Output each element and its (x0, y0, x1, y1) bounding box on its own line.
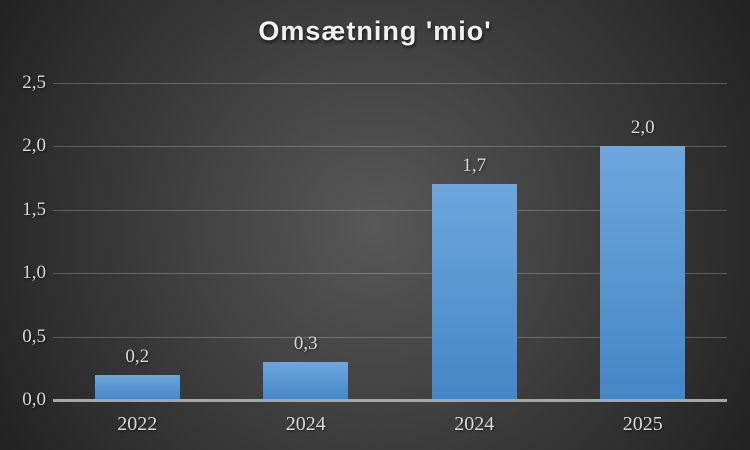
x-axis-tick-label: 2025 (622, 413, 663, 435)
y-axis-tick-label: 1,5 (22, 198, 46, 220)
bar (431, 184, 517, 400)
gridline (53, 273, 727, 275)
bar (94, 374, 180, 400)
x-axis-line (53, 399, 727, 402)
y-axis-tick-label: 2,5 (22, 72, 46, 93)
x-axis-tick-label: 2022 (117, 413, 158, 435)
bar-value-label: 0,2 (125, 345, 150, 367)
gridline (53, 209, 727, 211)
chart-title: Omsætning 'mio' (258, 16, 492, 46)
y-axis-tick-label: 0,0 (22, 389, 46, 410)
plot-area: 0,2 0,3 1,7 2,0 (53, 83, 727, 400)
bar-value-label: 0,3 (293, 332, 318, 354)
bar-value-label: 1,7 (462, 155, 487, 177)
gridline (53, 83, 727, 84)
x-axis-tick-label: 2024 (454, 413, 495, 435)
gridline (53, 146, 727, 148)
x-axis-tick-label: 2024 (285, 413, 326, 435)
y-axis-tick-label: 1,0 (22, 262, 46, 284)
y-axis-tick-label: 2,0 (22, 135, 46, 157)
bar (600, 146, 686, 400)
y-axis-tick-label: 0,5 (22, 325, 46, 347)
bar (263, 361, 349, 400)
bar-value-label: 2,0 (630, 117, 655, 139)
gridline (53, 336, 727, 338)
